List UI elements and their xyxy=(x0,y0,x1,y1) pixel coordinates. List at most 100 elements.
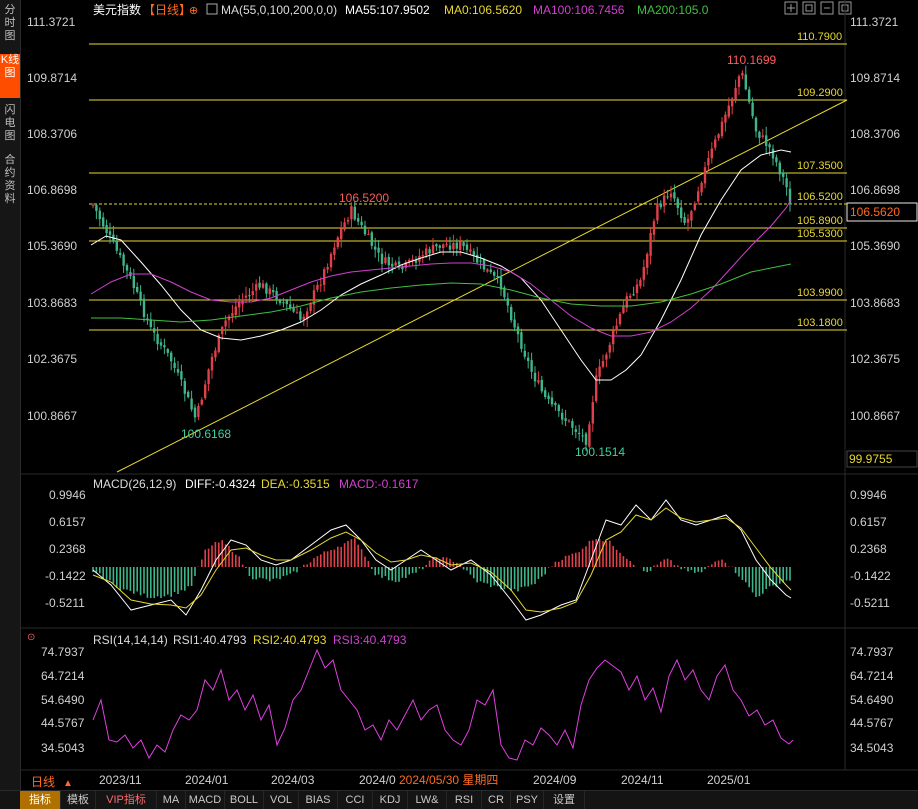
candle-body xyxy=(265,283,268,294)
tab-contract-info[interactable]: 合约资料 xyxy=(4,154,16,205)
candle-body xyxy=(108,231,112,235)
hline-label: 105.5300 xyxy=(797,228,843,240)
tab-bias[interactable]: BIAS xyxy=(299,791,338,809)
tab-kline[interactable]: K线图 xyxy=(0,54,20,98)
candle-body xyxy=(149,319,152,328)
tab-template[interactable]: 模板 xyxy=(61,791,96,809)
rsi-axis-left: 74.7937 xyxy=(41,645,85,659)
candle-body xyxy=(302,316,305,320)
candle-body xyxy=(336,237,339,248)
macd-dea: DEA:-0.3515 xyxy=(261,477,330,491)
macd-axis-left: 0.9946 xyxy=(49,488,86,502)
candle-body xyxy=(520,332,523,349)
period-dropdown-icon[interactable]: ▲ xyxy=(63,778,73,789)
candle-body xyxy=(754,117,758,132)
candle-body xyxy=(370,232,373,246)
candle-body xyxy=(656,203,659,221)
rsi-marker-icon: ⊙ xyxy=(27,632,35,643)
indicator-color-icon[interactable] xyxy=(206,3,218,15)
candle-body xyxy=(601,361,605,367)
candle-body xyxy=(666,196,669,198)
candle-body xyxy=(632,294,635,296)
candle-body xyxy=(122,254,125,266)
tab-boll[interactable]: BOLL xyxy=(225,791,264,809)
candle-body xyxy=(489,269,492,273)
candle-body xyxy=(598,366,601,377)
candle-body xyxy=(445,244,448,246)
ma100-value: MA100:106.7456 xyxy=(533,3,625,17)
price-axis-label-left: 108.3706 xyxy=(27,127,77,141)
chart-area[interactable]: 美元指数 【日线】 ⊕ MA(55,0,100,200,0,0) MA55:10… xyxy=(21,0,918,808)
candle-body xyxy=(459,241,462,250)
candle-body xyxy=(227,316,231,321)
tab-cr[interactable]: CR xyxy=(482,791,511,809)
price-axis-label-right: 111.3721 xyxy=(850,15,899,29)
candle-body xyxy=(234,306,237,315)
tab-vip-indicator[interactable]: VIP指标 xyxy=(96,791,157,809)
tab-macd[interactable]: MACD xyxy=(186,791,225,809)
candle-body xyxy=(629,295,632,298)
tab-rsi[interactable]: RSI xyxy=(447,791,482,809)
crosshair-icon[interactable] xyxy=(784,1,798,15)
tab-ma[interactable]: MA xyxy=(157,791,186,809)
rsi3-value: RSI3:40.4793 xyxy=(333,633,407,647)
tab-lightning[interactable]: 闪电图 xyxy=(4,104,16,142)
rsi1-value: RSI1:40.4793 xyxy=(173,633,247,647)
candle-body xyxy=(567,420,571,422)
candle-body xyxy=(513,319,516,328)
candle-body xyxy=(581,435,584,437)
settings-icon[interactable]: ⊕ xyxy=(189,5,198,17)
candle-body xyxy=(210,356,214,371)
tab-lw[interactable]: LW& xyxy=(408,791,447,809)
time-period-label[interactable]: 日线 xyxy=(31,775,55,789)
price-axis-label-left: 109.8714 xyxy=(27,71,77,85)
candle-body xyxy=(221,326,224,335)
candle-body xyxy=(258,282,261,288)
candlesticks[interactable] xyxy=(91,65,792,451)
tab-vol[interactable]: VOL xyxy=(264,791,299,809)
tab-cci[interactable]: CCI xyxy=(338,791,373,809)
tab-psy[interactable]: PSY xyxy=(511,791,544,809)
ma100-line xyxy=(90,199,792,337)
candle-body xyxy=(472,251,475,256)
candle-body xyxy=(482,258,486,270)
tab-indicator[interactable]: 指标 xyxy=(20,791,61,809)
candle-body xyxy=(224,320,227,327)
trend-line[interactable] xyxy=(116,99,848,473)
tab-settings[interactable]: 设置 xyxy=(544,791,585,809)
candle-body xyxy=(360,221,363,226)
hline-label: 103.9900 xyxy=(797,287,843,299)
rsi-axis-right: 74.7937 xyxy=(850,645,894,659)
candle-body xyxy=(510,307,513,321)
current-price: 106.5620 xyxy=(850,205,900,219)
candle-body xyxy=(421,255,424,257)
candle-body xyxy=(401,266,404,270)
low2-annotation: 100.1514 xyxy=(575,445,625,459)
tab-time-share[interactable]: 分时图 xyxy=(4,4,16,42)
price-axis-label-left: 111.3721 xyxy=(27,15,76,29)
minimize-icon[interactable] xyxy=(820,1,834,15)
candle-body xyxy=(408,259,411,262)
candle-body xyxy=(411,259,414,262)
candle-body xyxy=(720,121,724,137)
macd-axis-right: 0.6157 xyxy=(850,515,887,529)
candle-body xyxy=(448,245,452,250)
candle-body xyxy=(652,221,656,235)
rsi-axis-left: 64.7214 xyxy=(41,669,85,683)
candle-body xyxy=(316,284,319,290)
candle-body xyxy=(499,276,503,290)
candle-body xyxy=(503,287,506,298)
candle-body xyxy=(659,203,662,208)
candle-body xyxy=(251,291,254,295)
candle-body xyxy=(105,225,108,234)
tab-kdj[interactable]: KDJ xyxy=(373,791,408,809)
candle-body xyxy=(595,375,598,401)
period-label[interactable]: 【日线】 xyxy=(143,3,191,17)
candle-body xyxy=(204,384,207,399)
fit-icon[interactable] xyxy=(802,1,816,15)
candle-body xyxy=(506,298,509,306)
macd-dea-line xyxy=(92,507,792,613)
candle-body xyxy=(714,139,717,148)
rsi-axis-right: 34.5043 xyxy=(850,741,894,755)
candle-body xyxy=(561,412,564,420)
